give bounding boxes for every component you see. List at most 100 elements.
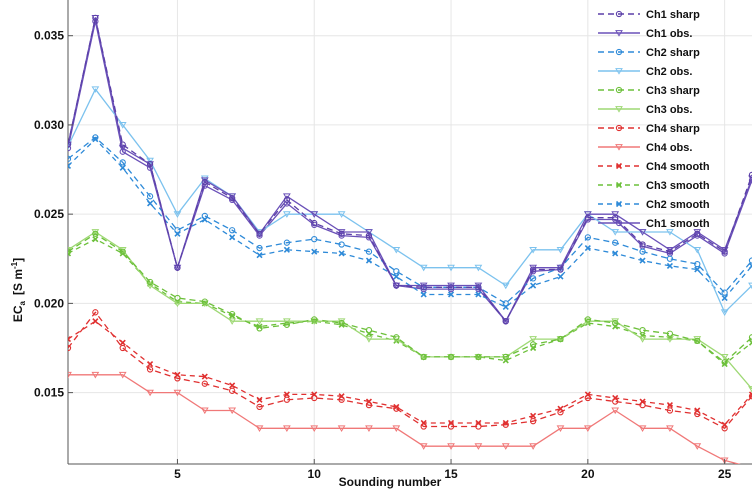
legend-item: Ch1 smooth (598, 218, 710, 230)
data-point (392, 425, 401, 432)
data-point (146, 157, 154, 165)
data-point (748, 171, 752, 179)
data-point (611, 407, 620, 415)
data-point (92, 14, 99, 21)
data-point (311, 219, 318, 227)
data-point (365, 229, 373, 236)
data-point (639, 248, 646, 255)
data-point (118, 122, 127, 129)
data-point (255, 318, 264, 325)
data-point (338, 232, 345, 239)
series-layer (68, 14, 752, 464)
x-tick-label: 20 (581, 467, 595, 481)
data-point (529, 336, 537, 343)
legend-item: Ch1 sharp (598, 9, 700, 21)
data-point (256, 396, 263, 403)
data-point (420, 353, 427, 361)
data-point (583, 211, 592, 218)
data-point (173, 389, 182, 397)
legend-label: Ch4 smooth (646, 161, 710, 173)
data-point (393, 405, 400, 412)
data-point (419, 443, 428, 450)
data-point (283, 391, 290, 398)
data-point (68, 141, 72, 149)
data-point (694, 266, 701, 273)
data-point (146, 193, 154, 200)
data-point (584, 316, 591, 323)
data-point (229, 234, 236, 241)
data-point (283, 196, 291, 204)
data-point (229, 387, 236, 394)
series-line (68, 311, 752, 429)
data-point (502, 318, 509, 325)
data-point (338, 396, 345, 403)
data-point (311, 235, 318, 243)
data-point (530, 412, 537, 419)
data-point (68, 248, 72, 255)
legend-label: Ch2 sharp (646, 47, 700, 59)
data-point (447, 264, 455, 272)
x-tick-label: 10 (308, 467, 322, 481)
legend-item: Ch1 obs. (598, 28, 692, 40)
x-tick-label: 25 (718, 467, 732, 481)
data-point (118, 371, 127, 379)
data-point (584, 394, 591, 402)
x-tick-label: 15 (444, 467, 458, 481)
data-point (119, 141, 126, 148)
data-point (557, 409, 564, 416)
data-point (228, 407, 237, 415)
data-point (283, 321, 291, 328)
data-point (119, 164, 126, 171)
data-point (91, 371, 100, 379)
data-point (638, 425, 647, 432)
data-point (556, 246, 565, 254)
data-point (474, 443, 483, 450)
data-point (694, 260, 701, 268)
series-line (68, 136, 752, 305)
legend-marker (615, 181, 623, 189)
data-point (475, 423, 482, 430)
data-point (229, 312, 236, 319)
plot-area (67, 0, 752, 465)
data-point (283, 318, 291, 325)
data-point (721, 289, 728, 296)
data-point (666, 402, 673, 409)
series-line (68, 238, 752, 365)
data-point (146, 282, 154, 290)
data-point (557, 335, 564, 343)
data-point (666, 248, 674, 255)
data-point (146, 278, 154, 286)
data-point (721, 360, 728, 368)
data-point (201, 212, 208, 220)
data-point (68, 344, 72, 352)
data-point (529, 341, 537, 348)
y-axis-label-subscript: a (18, 300, 27, 305)
data-point (311, 394, 318, 402)
data-point (310, 211, 319, 218)
data-point (639, 327, 646, 334)
data-point (228, 318, 237, 325)
data-point (119, 339, 126, 346)
data-point (720, 354, 729, 361)
data-point (666, 330, 674, 337)
data-point (694, 230, 701, 237)
legend-marker (615, 200, 623, 208)
data-point (201, 380, 208, 387)
data-point (283, 425, 291, 432)
legend-marker (615, 86, 623, 94)
data-point (147, 360, 154, 368)
data-point (557, 273, 564, 280)
data-point (229, 382, 236, 389)
data-point (475, 353, 482, 361)
series-line (68, 231, 752, 390)
data-point (310, 425, 319, 432)
data-point (694, 410, 701, 418)
data-point (639, 257, 646, 264)
data-point (68, 336, 72, 343)
legend-item: Ch2 smooth (598, 199, 710, 211)
data-point (666, 262, 673, 269)
data-point (256, 252, 263, 259)
data-point (256, 325, 263, 332)
data-point (118, 145, 127, 152)
data-point (721, 425, 728, 432)
